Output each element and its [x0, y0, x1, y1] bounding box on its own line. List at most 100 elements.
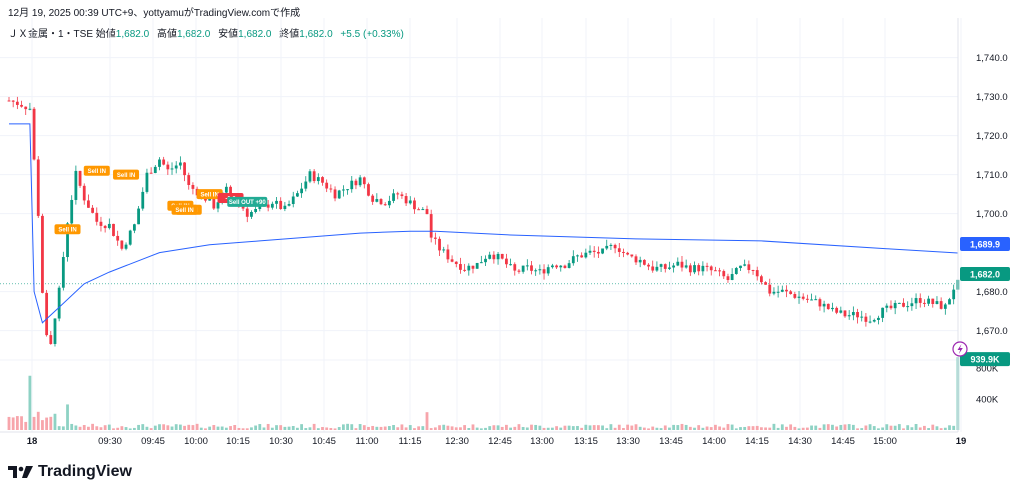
volume-bar	[801, 427, 805, 430]
candle-body	[128, 230, 132, 245]
time-tick-label: 10:15	[226, 436, 250, 447]
volume-bar	[927, 428, 930, 430]
volume-bar	[931, 424, 935, 430]
candle-body	[133, 224, 136, 231]
trade-marker: Sell IN	[54, 224, 81, 235]
chart-caption: 12月 19, 2025 00:39 UTC+9、yottyamuがTradin…	[8, 4, 300, 19]
volume-bar	[467, 428, 471, 430]
time-axis[interactable]: 18 09:30 09:45 10:00 10:15 10:30 10:45 11:00 11:…	[27, 436, 967, 447]
candle-body	[53, 318, 57, 344]
volume-bar	[404, 427, 408, 430]
candle-body	[304, 181, 308, 189]
candle-body	[613, 244, 617, 249]
candle-body	[885, 305, 889, 308]
volume-bar	[877, 428, 880, 430]
volume-bar	[45, 417, 49, 430]
volume-bar	[195, 423, 199, 430]
candle-body	[387, 200, 391, 206]
volume-bar	[337, 427, 341, 430]
candle-body	[868, 321, 872, 323]
volume-bar	[847, 424, 851, 430]
volume-bar	[592, 425, 596, 430]
open-value: 1,682.0	[115, 29, 150, 40]
volume-bar	[626, 424, 630, 430]
volume-bar	[580, 427, 584, 430]
candle-body	[655, 266, 659, 271]
volume-bar	[291, 425, 295, 430]
volume-bar	[408, 425, 412, 430]
volume-bar	[596, 425, 600, 430]
volume-bar	[329, 428, 333, 430]
candle-body	[726, 276, 730, 280]
volume-bar	[321, 427, 324, 430]
volume-bar	[270, 427, 274, 430]
candle-body	[300, 188, 303, 194]
candle-body	[358, 177, 362, 186]
volume-bar	[350, 424, 354, 430]
volume-bar	[923, 425, 926, 430]
candle-body	[693, 265, 696, 273]
candle-body	[596, 251, 600, 254]
volume-bar	[839, 424, 843, 430]
trade-tag-box	[83, 165, 110, 176]
candle-body	[567, 263, 571, 268]
candle-body	[170, 168, 174, 170]
candle-body	[638, 259, 642, 263]
time-tick-label: 13:00	[530, 436, 554, 447]
last-price-badge: 1,682.0	[960, 267, 1010, 281]
candle-body	[927, 298, 930, 304]
candle-body	[902, 302, 905, 307]
tradingview-logo[interactable]: TradingView	[8, 463, 132, 481]
symbol-name[interactable]: ＪＸ金属・1・TSE	[8, 29, 94, 40]
volume-bar	[864, 425, 868, 430]
high-value: 1,682.0	[176, 29, 211, 40]
volume-bar	[174, 424, 178, 430]
candle-body	[826, 303, 830, 310]
volume-bar	[300, 424, 303, 430]
volume-bar	[764, 427, 767, 430]
time-tick-label: 09:30	[98, 436, 122, 447]
candle-body	[316, 177, 320, 182]
volume-bar	[36, 411, 40, 430]
volume-bar	[655, 427, 659, 430]
volume-axis: 800K 400K	[976, 364, 999, 406]
candle-body	[258, 206, 262, 210]
candle-body	[475, 262, 479, 269]
volume-bar	[488, 426, 492, 430]
trade-marker: Sell IN	[171, 204, 198, 215]
volume-bar	[509, 427, 512, 430]
volume-bar	[463, 425, 467, 430]
volume-bar	[492, 425, 496, 430]
volume-bar	[170, 426, 174, 430]
volume-bar	[684, 424, 688, 430]
price-tick-label: 1,720.0	[976, 131, 1008, 142]
candle-body	[751, 270, 755, 272]
volume-bar	[559, 427, 563, 430]
candle-body	[183, 162, 186, 176]
candle-body	[743, 264, 747, 266]
candle-body	[651, 266, 655, 271]
volume-bar	[183, 425, 186, 430]
volume-bar	[433, 427, 437, 430]
change-value: +5.5 (+0.33%)	[340, 29, 404, 40]
volume-bar	[772, 423, 776, 430]
candle-body	[112, 223, 115, 236]
candle-body	[413, 200, 416, 210]
candle-body	[379, 199, 383, 205]
volume-bar	[521, 426, 525, 430]
candle-body	[630, 254, 634, 257]
candle-body	[764, 282, 767, 285]
candle-body	[839, 310, 843, 313]
volume-bar	[755, 425, 759, 430]
candle-body	[730, 273, 734, 280]
volume-bar	[822, 424, 826, 430]
lightning-icon[interactable]	[952, 341, 968, 357]
candle-body	[525, 265, 529, 267]
candle-body	[74, 170, 78, 200]
volume-bar	[496, 425, 500, 430]
price-axis[interactable]: 1,740.0 1,730.0 1,720.0 1,710.0 1,700.0 1,680…	[976, 53, 1008, 337]
volume-bar	[601, 425, 604, 430]
candle-body	[28, 108, 32, 110]
last-price-badge-box	[960, 267, 1010, 281]
